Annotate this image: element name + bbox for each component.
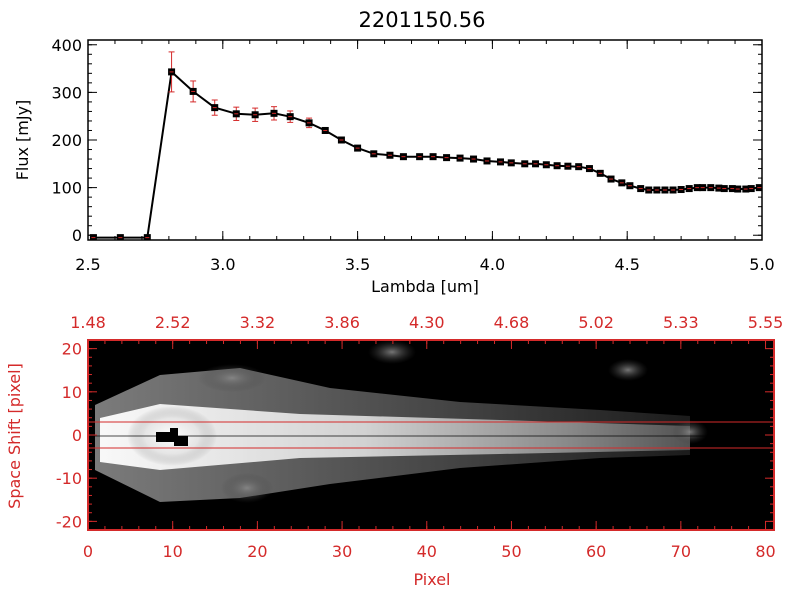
- top-axis-label: 5.55: [748, 313, 784, 332]
- top-axis-label: 3.32: [240, 313, 276, 332]
- y-axis-label-top: Flux [mJy]: [13, 100, 32, 181]
- top-axis-label: 1.48: [70, 313, 106, 332]
- y-axis-label-bottom: Space Shift [pixel]: [5, 363, 24, 509]
- image-streak: [100, 404, 690, 470]
- y-tick-label: -20: [56, 512, 82, 531]
- x-tick-label: 30: [332, 542, 352, 561]
- spectrum-series: [89, 51, 762, 240]
- top-axis-label: 4.30: [409, 313, 445, 332]
- y-tick-label: 10: [62, 383, 82, 402]
- x-tick-label: 3.5: [345, 255, 370, 274]
- y-tick-label: 0: [72, 226, 82, 245]
- chart-title: 2201150.56: [359, 8, 486, 32]
- image-ticks: 0 1.48 10 2.52 20 3.32 30 3.86 40 4.30 50 4.68 60 5.0…: [56, 313, 783, 561]
- image-content: [95, 340, 708, 503]
- top-axis-label: 5.02: [578, 313, 614, 332]
- x-tick-label: 2.5: [75, 255, 100, 274]
- x-tick-label: 10: [163, 542, 183, 561]
- x-tick-label: 3.0: [210, 255, 235, 274]
- spectral-image: [88, 340, 774, 530]
- y-tick-label: 300: [51, 83, 82, 102]
- y-tick-label: 20: [62, 340, 82, 359]
- image-blob: [608, 359, 648, 381]
- x-tick-label: 60: [586, 542, 606, 561]
- x-axis-label-bottom: Pixel: [413, 570, 450, 589]
- x-tick-label: 5.0: [749, 255, 774, 274]
- top-axis-label: 2.52: [155, 313, 191, 332]
- saturated-pixels: [156, 428, 188, 446]
- y-tick-label: -10: [56, 469, 82, 488]
- plot-frame-top: [87, 39, 763, 241]
- y-tick-label: 0: [72, 426, 82, 445]
- top-axis-label: 4.68: [494, 313, 530, 332]
- top-chart-ticks: 2.5 3.0 3.5 4.0 4.5 5.0 0 100 200 300 400: [51, 36, 774, 274]
- image-blob: [672, 420, 708, 444]
- image-blob: [368, 340, 416, 364]
- x-tick-label: 80: [755, 542, 775, 561]
- y-tick-label: 200: [51, 131, 82, 150]
- top-axis-label: 3.86: [324, 313, 360, 332]
- data-point: [116, 234, 124, 240]
- y-tick-label: 400: [51, 36, 82, 55]
- extraction-band: [88, 421, 774, 449]
- image-blob: [198, 364, 266, 392]
- x-tick-label: 0: [83, 542, 93, 561]
- x-tick-label: 20: [247, 542, 267, 561]
- x-tick-label: 4.0: [480, 255, 505, 274]
- data-point: [89, 234, 97, 240]
- y-tick-label: 100: [51, 179, 82, 198]
- top-axis-label: 5.33: [663, 313, 699, 332]
- x-axis-label-top: Lambda [um]: [371, 277, 479, 296]
- image-blob: [221, 473, 273, 503]
- x-tick-label: 4.5: [614, 255, 639, 274]
- data-point: [143, 234, 151, 240]
- x-tick-label: 50: [501, 542, 521, 561]
- x-tick-label: 70: [671, 542, 691, 561]
- x-tick-label: 40: [417, 542, 437, 561]
